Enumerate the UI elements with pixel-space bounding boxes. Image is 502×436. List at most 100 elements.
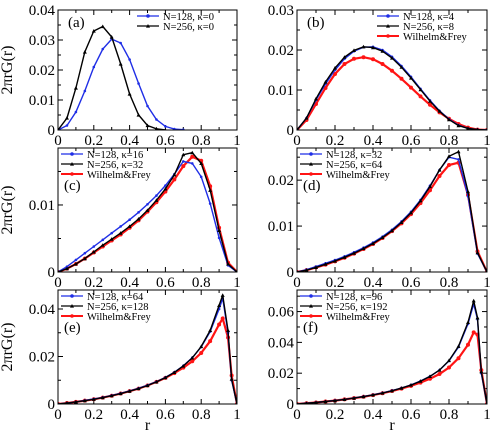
data-point-triangle [437,109,442,113]
data-point-triangle [447,154,451,158]
data-point-red [371,57,375,62]
y-tick-label: 0.01 [29,198,55,214]
data-point-blue [101,47,105,51]
series-line-red [297,56,487,130]
y-tick-label: 0.02 [268,43,294,59]
legend-marker [309,294,313,298]
data-point-triangle [361,44,366,49]
data-point-triangle [390,228,394,233]
x-tick-label: 0.4 [364,407,383,423]
data-point-blue [74,110,78,114]
data-point-red [172,177,177,182]
y-tick-label: 0.02 [268,366,294,382]
data-point-triangle [380,49,385,53]
legend-marker [386,34,390,38]
data-point-triangle [181,364,186,368]
data-point-triangle [91,29,96,33]
data-point-triangle [323,262,328,266]
data-point-triangle [342,397,347,401]
data-point-triangle [352,48,356,52]
data-point-triangle [371,241,375,246]
x-tick-label: 0.8 [192,407,211,423]
x-tick-label: 1 [483,133,491,149]
data-point-red [342,62,347,66]
x-axis-label: r [389,417,395,434]
x-tick-label: 1 [233,407,241,423]
panel-f: 0 0.2 0.4 0.6 0.8 100.020.040.06(f)N=128, κ=9… [268,289,491,434]
data-point-triangle [479,369,484,374]
data-point-triangle [82,398,87,403]
data-point-triangle [437,168,442,172]
data-point-triangle [476,127,479,130]
data-point-triangle [447,358,451,363]
x-tick-label: 0.6 [156,407,175,423]
legend-entry: Wilhelm&Frey [403,32,467,43]
data-point-triangle [390,56,394,60]
legend-entry: Wilhelm&Frey [87,312,151,323]
data-point-blue [199,175,203,179]
axes-frame [296,9,488,131]
data-point-red [466,342,470,347]
x-tick-label: 1 [233,275,241,291]
data-point-triangle [91,249,96,254]
data-point-blue [190,162,194,165]
data-point-triangle [136,217,141,221]
data-point-triangle [208,328,213,332]
data-point-triangle [399,65,404,69]
x-tick-label: 0.4 [120,407,139,423]
data-point-red [181,164,186,169]
x-tick-label: 0.8 [440,133,459,149]
data-point-triangle [226,328,231,332]
legend-entry: N=256, κ=64 [326,160,383,171]
data-point-triangle [466,189,470,194]
legend-entry: N=256, κ=192 [326,302,387,313]
data-point-triangle [471,298,476,303]
data-point-triangle [145,383,150,388]
legend-entry: N=128, κ=96 [326,292,382,303]
x-tick-label: 0 [293,133,301,149]
data-point-triangle [73,261,78,266]
data-point-red [220,316,225,321]
legend-marker [309,314,313,318]
data-point-triangle [154,198,159,202]
data-point-triangle [100,395,105,400]
data-point-triangle [136,386,141,391]
data-point-triangle [64,266,69,271]
data-point-triangle [428,99,432,103]
data-point-triangle [333,398,337,403]
y-tick-label: 0.06 [268,305,295,321]
data-point-blue [92,245,96,248]
data-point-blue [137,211,140,214]
panel-label: (f) [303,320,318,336]
data-point-blue [146,104,149,108]
data-point-triangle [190,355,195,360]
data-point-triangle [361,246,366,251]
data-point-blue [137,82,140,85]
data-point-triangle [456,149,461,154]
data-point-triangle [475,315,480,320]
x-tick-label: 0.8 [192,133,211,149]
legend-entry: Wilhelm&Frey [326,170,390,181]
data-point-red [399,76,404,81]
data-point-triangle [73,399,78,404]
x-tick-label: 0.6 [402,133,421,149]
x-axis-label: r [145,417,151,434]
legend-marker [309,162,313,166]
data-point-blue [457,158,460,161]
data-point-blue [92,65,96,69]
data-point-triangle [199,344,204,349]
data-point-triangle [118,62,123,66]
data-point-triangle [304,401,309,404]
plot-area [58,293,237,404]
legend-entry: N=256, κ=8 [403,22,454,33]
data-point-triangle [418,198,423,203]
data-point-triangle [314,265,318,270]
data-point-triangle [208,188,213,192]
data-point-red [333,72,337,76]
panel-label: (e) [64,320,81,336]
x-tick-label: 0.6 [156,133,175,149]
data-point-red [428,102,432,107]
x-tick-label: 0.8 [192,275,211,291]
data-point-triangle [409,383,413,387]
